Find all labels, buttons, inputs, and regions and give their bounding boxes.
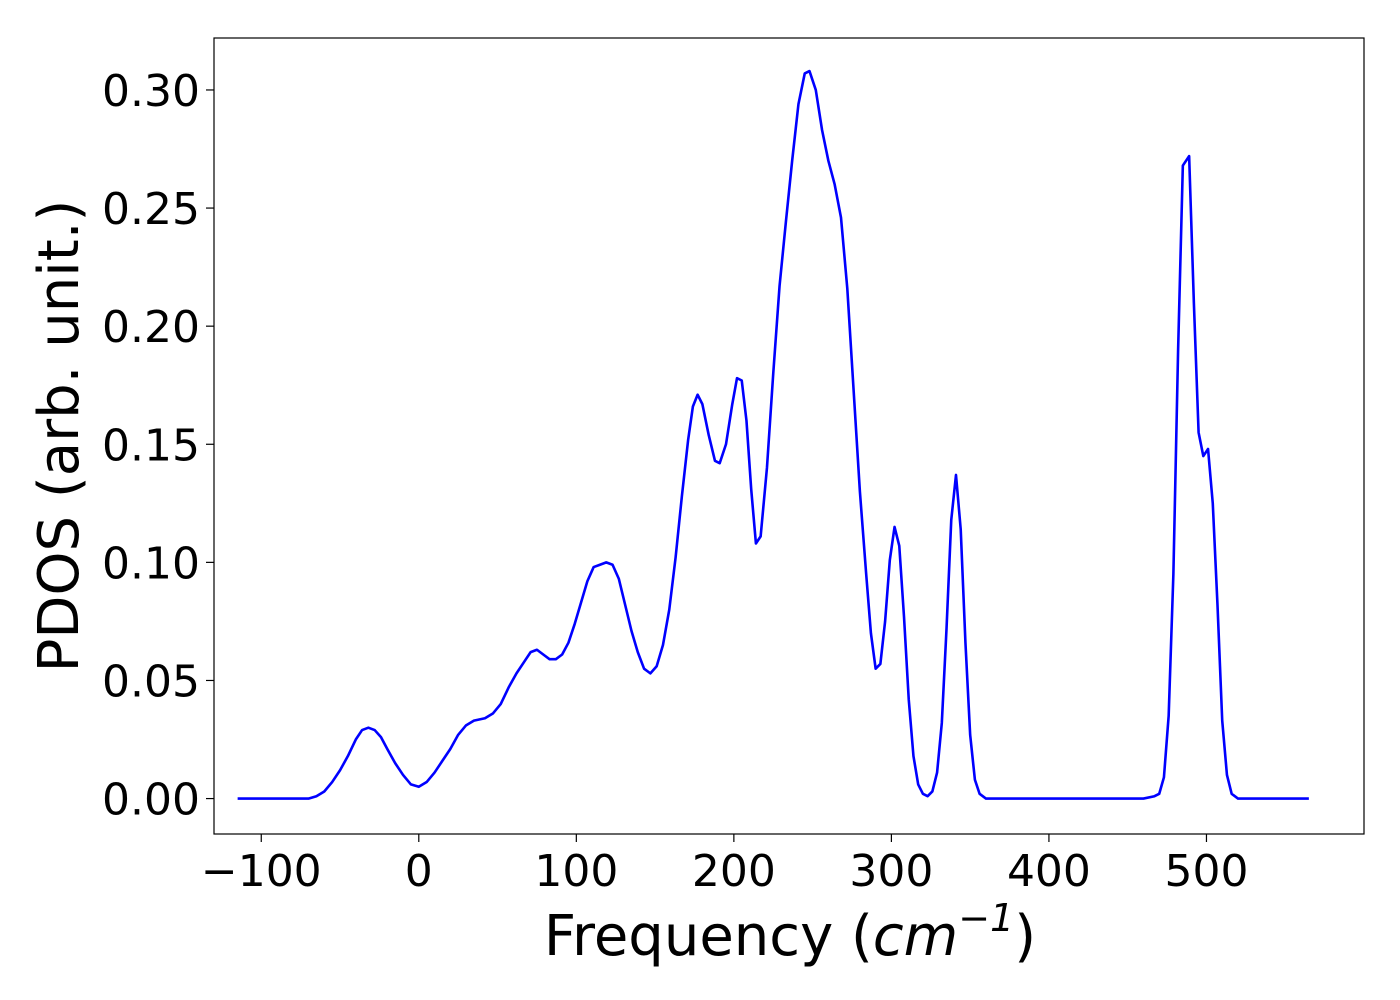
plot-area bbox=[237, 69, 1309, 800]
x-tick-label: 0 bbox=[405, 846, 433, 897]
x-axis-label-prefix: Frequency ( bbox=[544, 904, 873, 969]
y-tick-label: 0.30 bbox=[102, 66, 200, 117]
pdos-series-line bbox=[237, 69, 1309, 800]
x-axis-label-unit: cm bbox=[873, 904, 958, 969]
x-axis-ticks: −100 0 100 200 300 400 500 bbox=[201, 834, 1248, 897]
y-tick-label: 0.00 bbox=[102, 775, 200, 826]
y-tick-label: 0.15 bbox=[102, 420, 200, 471]
x-tick-label: 400 bbox=[1007, 846, 1091, 897]
y-axis-ticks: 0.00 0.05 0.10 0.15 0.20 0.25 0.30 bbox=[102, 66, 214, 826]
x-tick-label: 300 bbox=[849, 846, 933, 897]
y-axis-label: PDOS (arb. unit.) bbox=[27, 200, 92, 673]
x-tick-label: 500 bbox=[1164, 846, 1248, 897]
y-tick-label: 0.20 bbox=[102, 302, 200, 353]
x-axis-label-suffix: ) bbox=[1014, 904, 1036, 969]
y-tick-label: 0.10 bbox=[102, 538, 200, 589]
x-tick-label: 200 bbox=[692, 846, 776, 897]
plot-frame bbox=[213, 37, 1365, 835]
x-axis-label: Frequency (cm−1) bbox=[544, 896, 1036, 969]
x-axis-label-exponent: −1 bbox=[958, 896, 1014, 940]
y-tick-label: 0.05 bbox=[102, 656, 200, 707]
x-tick-label: −100 bbox=[201, 846, 322, 897]
y-tick-label: 0.25 bbox=[102, 184, 200, 235]
x-tick-label: 100 bbox=[534, 846, 618, 897]
